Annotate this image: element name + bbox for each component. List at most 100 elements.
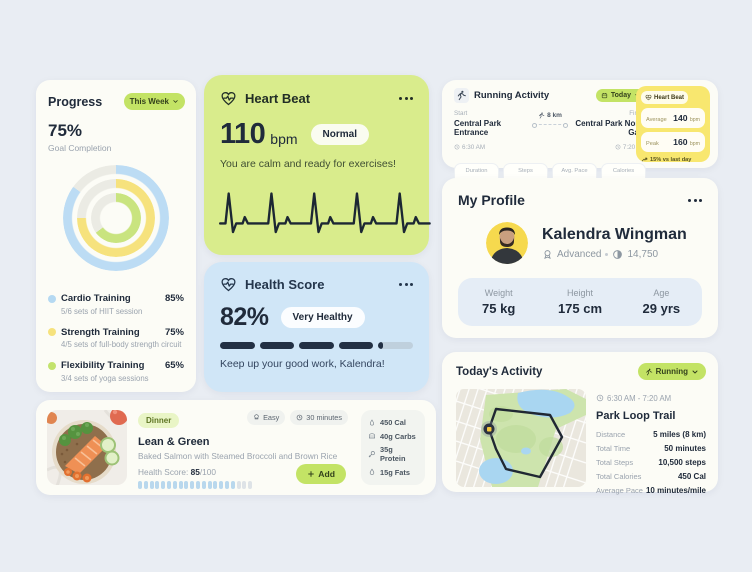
bpm-value: 110: [220, 118, 266, 150]
stat-label: Calories: [612, 168, 635, 175]
meal-photo: [47, 410, 127, 485]
heart-panel-title: Heart Beat: [654, 94, 685, 101]
training-label: Strength Training: [61, 326, 140, 338]
trend-up-icon: [641, 156, 648, 163]
more-menu-icon[interactable]: [399, 97, 413, 100]
meal-health-score: Health Score: 85/100: [138, 467, 350, 477]
list-item: Strength Training 75% 4/5 sets of full-b…: [36, 326, 196, 349]
stat-label: Steps: [518, 168, 533, 175]
runner-icon: [645, 367, 653, 376]
bread-icon: [368, 432, 376, 440]
nutrition-protein: 35g Protein: [368, 445, 418, 463]
heart-pulse-icon: [220, 276, 237, 293]
period-label: This Week: [129, 97, 169, 106]
runner-icon: [538, 112, 545, 119]
period-dropdown[interactable]: This Week: [123, 93, 185, 110]
duration-badge: 30 minutes: [290, 410, 348, 425]
running-activity-card: Running Activity Today Start Central Par…: [442, 80, 718, 192]
table-row: Distance 5 miles (8 km): [596, 430, 706, 439]
training-label: Flexibility Training: [61, 360, 145, 371]
duration-label: 30 minutes: [306, 413, 342, 422]
more-menu-icon[interactable]: [399, 283, 413, 286]
progress-ring-chart: [63, 165, 169, 271]
heart-beat-message: You are calm and ready for exercises!: [220, 158, 396, 170]
health-score-message: Keep up your good work, Kalendra!: [220, 358, 385, 370]
bpm-label: Peak: [646, 141, 659, 147]
map-marker-icon: [481, 421, 497, 437]
heart-beat-title: Heart Beat: [245, 91, 311, 106]
list-item: Cardio Training 85% 5/6 sets of HIIT ses…: [36, 293, 196, 316]
route-start: Start Central Park Entrance 6:30 AM: [454, 110, 530, 155]
difficulty-label: Easy: [263, 413, 280, 422]
table-row: Total Time 50 minutes: [596, 444, 706, 453]
stat-label: Total Calories: [596, 472, 642, 481]
running-activity-title: Running Activity: [474, 90, 550, 101]
nutrition-label: 35g Protein: [380, 445, 406, 464]
stat-value: 175 cm: [557, 301, 603, 316]
health-score-progress: [220, 342, 413, 349]
goal-completion-label: Goal Completion: [48, 143, 112, 153]
health-score-card: Health Score 82% Very Healthy Keep up yo…: [204, 262, 429, 392]
medal-icon: [542, 249, 553, 260]
clock-icon: [296, 414, 303, 421]
health-score-dotbar: [138, 481, 350, 489]
training-legend: Cardio Training 85% 5/6 sets of HIIT ses…: [36, 282, 196, 383]
activity-mode-label: Running: [655, 367, 688, 376]
flexibility-dot-icon: [48, 361, 56, 370]
nutrition-label: 15g Fats: [380, 467, 410, 477]
health-score-value: 82%: [220, 303, 269, 331]
meal-card: Dinner Easy 30 minutes Lean & Green Bake…: [36, 400, 436, 495]
meal-type-badge: Dinner: [138, 413, 180, 428]
nutrition-label: 40g Carbs: [380, 431, 416, 441]
stat-label: Age: [653, 288, 670, 298]
peak-bpm-box: Peak 160 bpm: [641, 132, 705, 152]
progress-title: Progress: [48, 94, 103, 109]
health-score-total: /100: [199, 467, 216, 477]
bpm-unit: bpm: [689, 141, 700, 147]
stat-value: 450 Cal: [677, 472, 706, 481]
add-label: Add: [318, 469, 335, 479]
add-meal-button[interactable]: Add: [296, 464, 346, 484]
activity-title: Today's Activity: [456, 365, 543, 378]
list-item: Flexibility Training 65% 3/4 sets of yog…: [36, 360, 196, 383]
training-detail: 3/4 sets of yoga sessions: [61, 373, 149, 383]
average-bpm-box: Average 140 bpm: [641, 108, 705, 128]
plus-icon: [307, 470, 315, 478]
route-finish: Finish Central Park North Gate 7:20 AM: [570, 110, 646, 155]
runner-icon: [454, 88, 469, 103]
goal-completion-value: 75%: [48, 121, 83, 140]
profile-points: 14,750: [627, 249, 659, 260]
stat-weight: Weight 75 kg: [458, 288, 539, 316]
chevron-down-icon: [691, 368, 699, 376]
cardio-dot-icon: [48, 294, 56, 303]
health-score-value: 85: [190, 467, 200, 477]
progress-card: Progress This Week 75% Goal Completion C…: [36, 80, 196, 392]
difficulty-badge: Easy: [247, 410, 286, 425]
status-badge: Normal: [310, 124, 369, 145]
date-label: Today: [610, 92, 631, 99]
heart-pulse-icon: [645, 94, 652, 101]
table-row: Average Pace 10 minutes/mile: [596, 486, 706, 495]
bpm-unit: bpm: [689, 117, 700, 123]
more-menu-icon[interactable]: [688, 198, 702, 202]
activity-mode-dropdown[interactable]: Running: [637, 363, 706, 380]
trail-name: Park Loop Trail: [596, 410, 676, 422]
route-map[interactable]: [456, 389, 586, 487]
route-connector: [532, 122, 568, 128]
ecg-waveform: [218, 192, 431, 234]
clock-icon: [454, 144, 460, 150]
nutrition-calories: 450 Cal: [368, 418, 418, 427]
stat-label: Distance: [596, 430, 626, 439]
health-score-label: Health Score:: [138, 467, 189, 477]
distance-label: 8 km: [547, 112, 562, 119]
finish-time: 7:20 AM: [622, 143, 646, 151]
calendar-icon: [601, 92, 608, 99]
bpm-value: 140: [673, 113, 688, 123]
stat-age: Age 29 yrs: [621, 288, 702, 316]
stat-value: 29 yrs: [642, 301, 681, 316]
date-dropdown[interactable]: Today: [595, 89, 646, 102]
start-place: Central Park Entrance: [454, 119, 502, 138]
start-time: 6:30 AM: [462, 143, 486, 151]
stat-label: Duration: [465, 168, 488, 175]
finish-label: Finish: [570, 110, 646, 117]
